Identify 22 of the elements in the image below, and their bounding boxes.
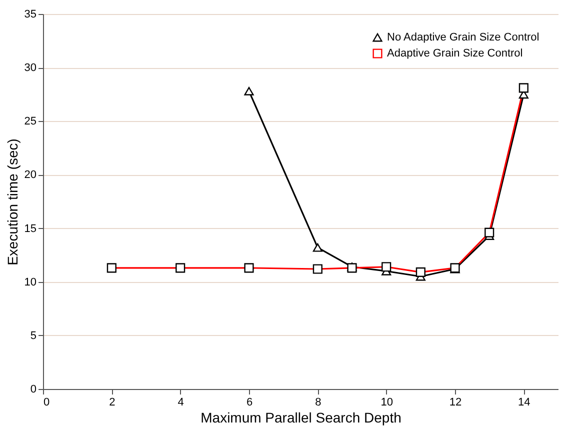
x-tick-label: 0 bbox=[44, 396, 50, 408]
y-tick-label: 35 bbox=[24, 8, 36, 20]
x-axis-title: Maximum Parallel Search Depth bbox=[200, 410, 402, 426]
y-tick-label: 20 bbox=[24, 169, 36, 182]
point bbox=[244, 86, 254, 96]
x-tick-label: 8 bbox=[315, 396, 322, 408]
y-tick-label: 30 bbox=[24, 62, 36, 74]
legend-label: Adaptive Grain Size Control bbox=[387, 48, 523, 60]
y-tick-label: 25 bbox=[24, 116, 36, 128]
x-tick-label: 12 bbox=[449, 396, 462, 408]
point bbox=[312, 243, 322, 252]
y-tick-label: 0 bbox=[30, 384, 36, 396]
x-tick-label: 6 bbox=[246, 396, 253, 408]
x-tick-label: 10 bbox=[380, 396, 393, 408]
x-tick-label: 2 bbox=[109, 396, 116, 408]
y-tick-label: 15 bbox=[24, 222, 36, 235]
legend-label: No Adaptive Grain Size Control bbox=[387, 32, 540, 44]
y-tick-label: 5 bbox=[30, 330, 36, 342]
x-tick-label: 4 bbox=[178, 396, 184, 408]
y-tick-label: 10 bbox=[24, 276, 36, 288]
x-tick-label: 14 bbox=[518, 396, 530, 408]
y-axis-title: Execution time (sec) bbox=[4, 138, 20, 266]
